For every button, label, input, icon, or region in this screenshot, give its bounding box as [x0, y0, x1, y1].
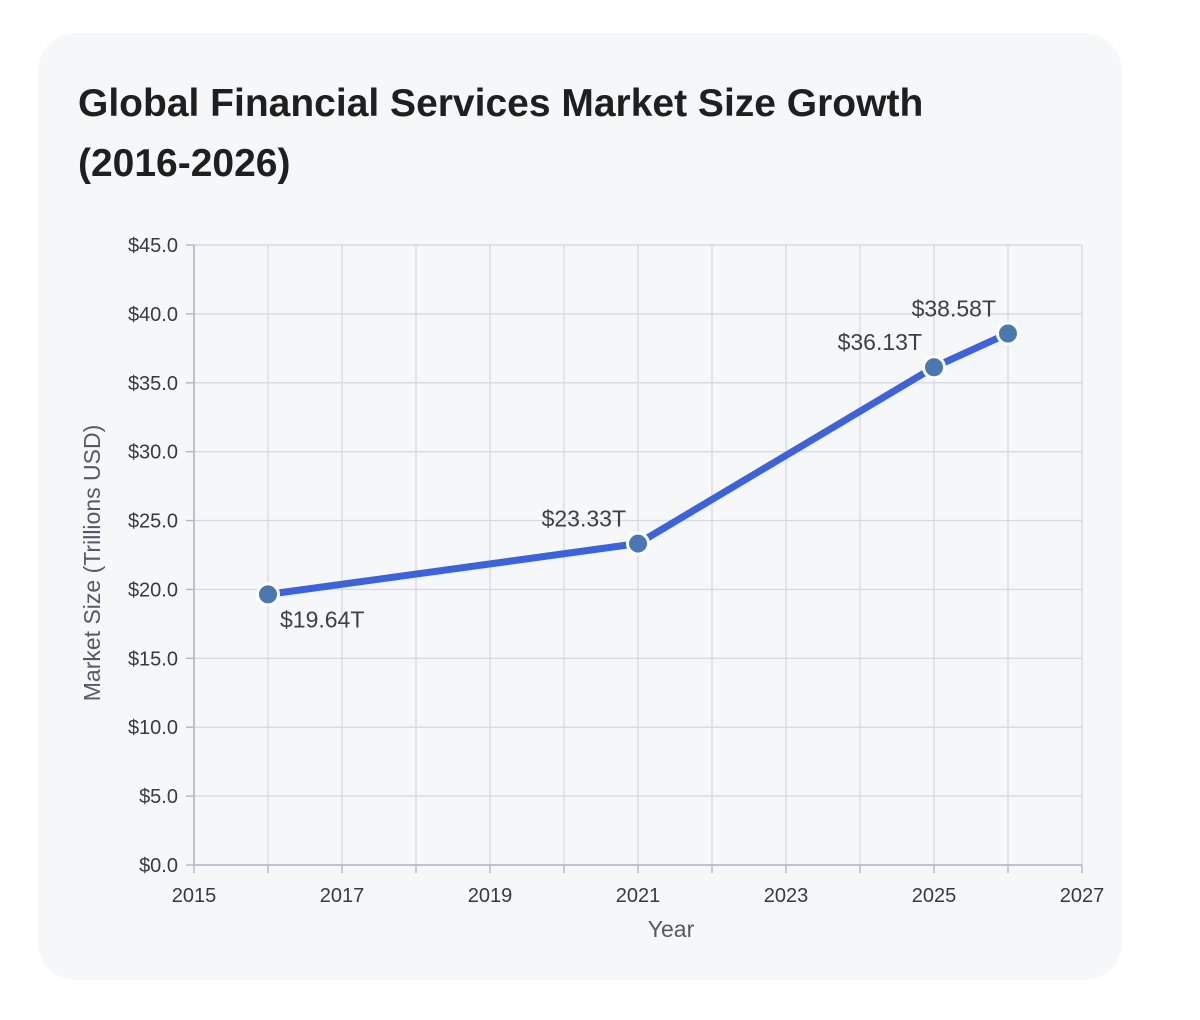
x-axis-title: Year — [648, 916, 695, 942]
x-tick-label: 2015 — [172, 885, 217, 907]
markers — [256, 321, 1020, 607]
axes — [186, 244, 1083, 873]
x-tick-label: 2027 — [1060, 885, 1105, 907]
y-tick-labels: $0.0 $5.0 $10.0 $15.0 $20.0 $25.0 $30.0 $35.0 $4… — [128, 235, 178, 877]
y-axis-title: Market Size (Trillions USD) — [79, 425, 105, 701]
y-tick-label: $0.0 — [139, 855, 178, 877]
y-tick-label: $30.0 — [128, 442, 178, 464]
y-tick-label: $25.0 — [128, 511, 178, 533]
data-label: $36.13T — [838, 329, 922, 355]
y-tick-label: $35.0 — [128, 373, 178, 395]
data-label: $38.58T — [912, 295, 996, 321]
y-tick-label: $45.0 — [128, 235, 178, 257]
x-tick-label: 2019 — [468, 885, 513, 907]
y-tick-label: $10.0 — [128, 717, 178, 739]
x-tick-label: 2023 — [764, 885, 809, 907]
series-line — [264, 329, 1012, 598]
data-labels: $19.64T $23.33T $36.13T $38.58T — [280, 295, 996, 632]
series — [264, 329, 1012, 598]
data-label: $19.64T — [280, 606, 364, 632]
data-point — [996, 321, 1020, 346]
chart-card — [38, 33, 1122, 980]
x-tick-labels: 2015 2017 2019 2021 2023 2025 2027 — [172, 885, 1105, 907]
data-label: $23.33T — [542, 506, 626, 532]
data-point — [256, 582, 280, 607]
data-point — [626, 531, 650, 556]
x-tick-label: 2025 — [912, 885, 957, 907]
chart-title: Global Financial Services Market Size Gr… — [78, 82, 924, 185]
data-point — [922, 355, 946, 380]
y-tick-label: $40.0 — [128, 304, 178, 326]
x-tick-label: 2021 — [616, 885, 661, 907]
y-tick-label: $20.0 — [128, 579, 178, 601]
y-tick-label: $15.0 — [128, 648, 178, 670]
y-tick-label: $5.0 — [139, 786, 178, 808]
x-tick-label: 2017 — [320, 885, 365, 907]
